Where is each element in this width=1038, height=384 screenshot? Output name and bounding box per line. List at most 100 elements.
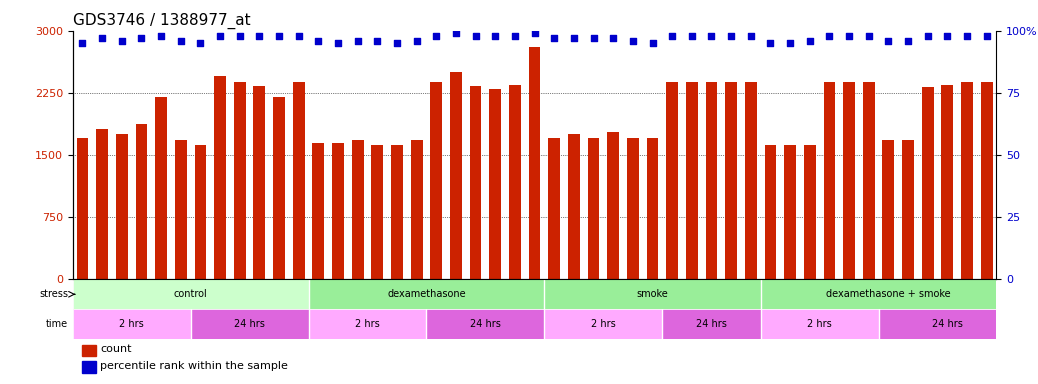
Bar bbox=[372, 145, 383, 279]
Text: 2 hrs: 2 hrs bbox=[808, 319, 831, 329]
Bar bbox=[308, 279, 544, 309]
Bar bbox=[431, 82, 442, 279]
Bar bbox=[308, 309, 427, 339]
Bar bbox=[191, 309, 308, 339]
Point bbox=[526, 30, 543, 36]
Point bbox=[841, 33, 857, 39]
Text: 24 hrs: 24 hrs bbox=[235, 319, 265, 329]
Bar bbox=[882, 140, 895, 279]
Point bbox=[880, 38, 897, 44]
Text: count: count bbox=[101, 344, 132, 354]
Bar bbox=[352, 140, 363, 279]
Point bbox=[566, 35, 582, 41]
Bar bbox=[391, 145, 403, 279]
Point bbox=[330, 40, 347, 46]
Point bbox=[801, 38, 818, 44]
Bar bbox=[489, 89, 501, 279]
Bar bbox=[411, 140, 422, 279]
Text: control: control bbox=[173, 289, 208, 299]
Point bbox=[959, 33, 976, 39]
Point bbox=[370, 38, 386, 44]
Bar bbox=[803, 145, 816, 279]
Text: 24 hrs: 24 hrs bbox=[470, 319, 501, 329]
Bar bbox=[666, 82, 678, 279]
Text: 24 hrs: 24 hrs bbox=[696, 319, 727, 329]
Point bbox=[507, 33, 523, 39]
Text: dexamethasone: dexamethasone bbox=[387, 289, 466, 299]
Bar bbox=[726, 82, 737, 279]
Point bbox=[251, 33, 268, 39]
Point bbox=[467, 33, 484, 39]
Bar bbox=[607, 132, 619, 279]
Bar bbox=[156, 97, 167, 279]
Point bbox=[447, 30, 464, 36]
Bar bbox=[174, 140, 187, 279]
Bar bbox=[234, 82, 246, 279]
Bar bbox=[706, 82, 717, 279]
Bar bbox=[116, 134, 128, 279]
Bar bbox=[470, 86, 482, 279]
Bar bbox=[588, 139, 599, 279]
Point bbox=[408, 38, 425, 44]
Bar bbox=[427, 309, 544, 339]
Bar bbox=[450, 72, 462, 279]
Bar bbox=[82, 344, 95, 356]
Point bbox=[703, 33, 719, 39]
Text: 2 hrs: 2 hrs bbox=[355, 319, 380, 329]
Point bbox=[821, 33, 838, 39]
Bar bbox=[765, 145, 776, 279]
Text: time: time bbox=[46, 319, 69, 329]
Point bbox=[625, 38, 641, 44]
Point bbox=[133, 35, 149, 41]
Bar bbox=[273, 97, 285, 279]
Point bbox=[979, 33, 995, 39]
Point bbox=[900, 38, 917, 44]
Bar bbox=[686, 82, 698, 279]
Bar bbox=[784, 145, 796, 279]
Bar bbox=[528, 47, 541, 279]
Point bbox=[939, 33, 956, 39]
Bar bbox=[332, 142, 344, 279]
Bar bbox=[878, 309, 1016, 339]
Point bbox=[271, 33, 288, 39]
Point bbox=[192, 40, 209, 46]
Text: 2 hrs: 2 hrs bbox=[591, 319, 616, 329]
Bar bbox=[961, 82, 973, 279]
Bar bbox=[136, 124, 147, 279]
Point bbox=[291, 33, 307, 39]
Point bbox=[74, 40, 90, 46]
Point bbox=[645, 40, 661, 46]
Point bbox=[93, 35, 110, 41]
Bar bbox=[922, 87, 933, 279]
Text: smoke: smoke bbox=[636, 289, 668, 299]
Bar bbox=[194, 145, 207, 279]
Point bbox=[388, 40, 405, 46]
Bar bbox=[82, 361, 95, 372]
Bar bbox=[73, 279, 308, 309]
Bar bbox=[662, 309, 761, 339]
Bar bbox=[77, 139, 88, 279]
Text: percentile rank within the sample: percentile rank within the sample bbox=[101, 361, 289, 371]
Bar bbox=[312, 142, 324, 279]
Point bbox=[153, 33, 169, 39]
Point bbox=[487, 33, 503, 39]
Bar bbox=[843, 82, 855, 279]
Point bbox=[722, 33, 739, 39]
Point bbox=[350, 38, 366, 44]
Bar bbox=[863, 82, 875, 279]
Bar bbox=[627, 139, 638, 279]
Point bbox=[683, 33, 700, 39]
Point bbox=[742, 33, 759, 39]
Bar bbox=[647, 139, 658, 279]
Point bbox=[664, 33, 681, 39]
Point bbox=[782, 40, 798, 46]
Point bbox=[310, 38, 327, 44]
Point bbox=[920, 33, 936, 39]
Text: 2 hrs: 2 hrs bbox=[119, 319, 144, 329]
Bar bbox=[745, 82, 757, 279]
Bar bbox=[509, 84, 521, 279]
Text: stress: stress bbox=[39, 289, 69, 299]
Point bbox=[231, 33, 248, 39]
Point bbox=[605, 35, 622, 41]
Point bbox=[113, 38, 130, 44]
